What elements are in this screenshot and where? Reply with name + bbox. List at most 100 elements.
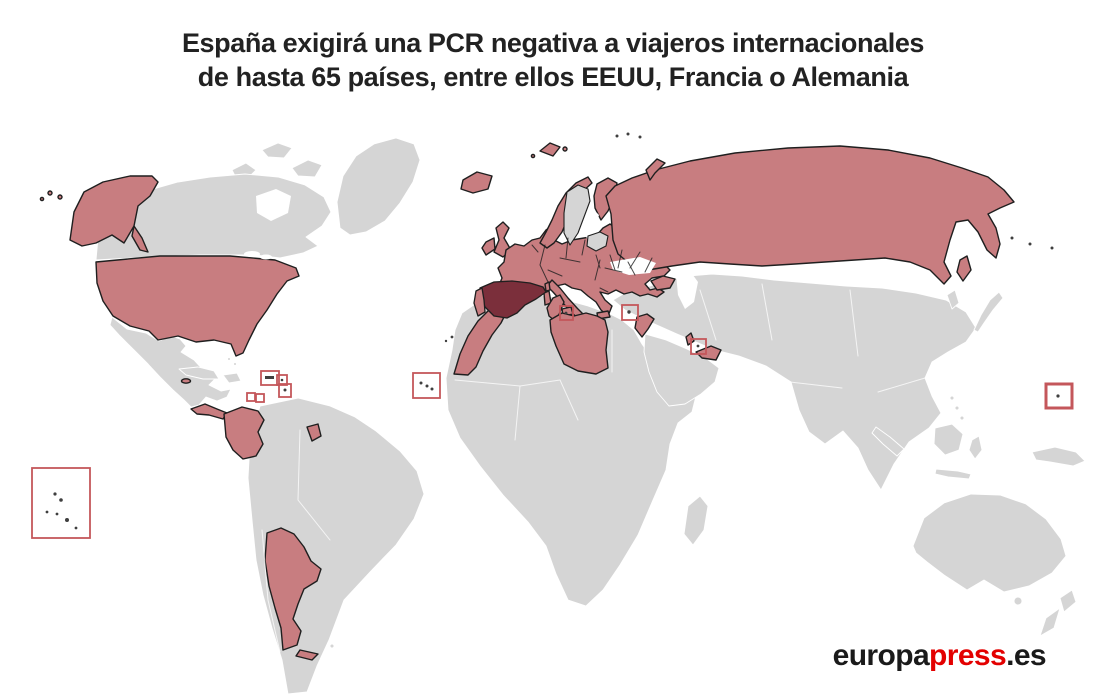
europe-internal-borders bbox=[531, 237, 653, 293]
island-dot bbox=[55, 512, 59, 516]
island-dot bbox=[696, 344, 700, 348]
gray-landmasses bbox=[95, 137, 1086, 695]
region-svalbard bbox=[539, 142, 561, 157]
region-portugal bbox=[473, 287, 486, 317]
gray-europe-countries bbox=[563, 184, 609, 252]
island-dot bbox=[959, 415, 965, 421]
region-cuba bbox=[178, 366, 220, 380]
inset-box-cyprus bbox=[621, 304, 639, 321]
region-iceland bbox=[460, 171, 493, 194]
hudson-bay bbox=[256, 189, 291, 221]
inset-box-west-pacific bbox=[1044, 382, 1074, 410]
region-tierra-del-fuego bbox=[295, 649, 319, 661]
gray-internal-borders bbox=[261, 283, 926, 653]
baltic-sea bbox=[583, 206, 599, 239]
tiny-islands bbox=[45, 132, 1060, 530]
europapress-logo: europapress.es bbox=[832, 639, 1047, 673]
island-dot bbox=[1010, 236, 1014, 240]
island-dot bbox=[280, 378, 284, 382]
island-dot bbox=[615, 134, 619, 138]
inset-boxes bbox=[31, 304, 1074, 539]
region-french-guiana bbox=[306, 423, 322, 442]
island-dot bbox=[954, 405, 960, 411]
island-dot bbox=[425, 384, 429, 388]
region-korea bbox=[946, 289, 960, 310]
logo-part-europa: europa bbox=[832, 639, 930, 672]
island-dot bbox=[419, 381, 423, 385]
inset-box-pacific-polynesia bbox=[31, 467, 91, 539]
island-dot bbox=[65, 518, 69, 522]
island-dot bbox=[430, 387, 434, 391]
region-madagascar bbox=[683, 495, 709, 546]
region-japan bbox=[973, 291, 1004, 333]
island-dot bbox=[949, 395, 955, 401]
logo-part-es: .es bbox=[1006, 639, 1047, 672]
island-dot bbox=[47, 190, 53, 196]
inset-box-curacao bbox=[255, 393, 265, 403]
inset-box-antilles-2 bbox=[278, 383, 292, 398]
title-line-2: de hasta 65 países, entre ellos EEUU, Fr… bbox=[197, 62, 909, 92]
inset-box-canary-islands bbox=[412, 372, 441, 399]
island-dot bbox=[233, 362, 237, 366]
island-dot bbox=[45, 510, 49, 514]
great-lakes bbox=[244, 251, 260, 257]
region-sulawesi bbox=[968, 435, 983, 460]
island-dot bbox=[626, 132, 630, 136]
inset-box-aruba bbox=[246, 392, 256, 402]
island-dot bbox=[450, 335, 454, 339]
region-belarus bbox=[586, 231, 609, 252]
region-spain bbox=[479, 280, 547, 319]
island-dot bbox=[564, 311, 568, 315]
title-line-1: España exigirá una PCR negativa a viajer… bbox=[181, 28, 925, 58]
region-argentina bbox=[264, 527, 322, 651]
region-usa bbox=[95, 255, 300, 357]
island-dot bbox=[59, 498, 63, 502]
island-dot bbox=[57, 194, 63, 200]
great-lakes bbox=[260, 254, 272, 260]
island-dot bbox=[39, 196, 45, 202]
inset-box-bahrain bbox=[690, 338, 707, 355]
caspian-sea bbox=[676, 271, 698, 309]
island-dot bbox=[1028, 242, 1032, 246]
region-qatar bbox=[685, 332, 695, 346]
inset-box-antilles-1 bbox=[276, 374, 288, 386]
region-uae bbox=[695, 345, 722, 361]
region-finland bbox=[593, 177, 618, 221]
region-new-zealand bbox=[1039, 607, 1061, 637]
logo-part-press: press bbox=[929, 639, 1007, 672]
required-countries bbox=[39, 142, 1015, 661]
island-dot bbox=[283, 388, 287, 392]
region-canada-arctic-island bbox=[291, 159, 323, 178]
region-caucasus bbox=[650, 275, 676, 291]
island-dot bbox=[1050, 246, 1054, 250]
region-new-zealand bbox=[1059, 589, 1077, 613]
island-dot bbox=[74, 526, 78, 530]
region-ireland bbox=[481, 237, 496, 256]
region-colombia bbox=[223, 406, 265, 460]
region-russia bbox=[605, 145, 1015, 285]
region-sweden bbox=[563, 184, 591, 246]
island-dot bbox=[562, 146, 568, 152]
island-dot bbox=[627, 310, 631, 314]
island-dot bbox=[227, 357, 231, 361]
region-sumatra bbox=[871, 426, 905, 457]
island-dot bbox=[530, 153, 536, 159]
region-corsica bbox=[544, 281, 551, 292]
island-dot bbox=[444, 339, 448, 343]
inset-box-puerto-rico bbox=[260, 370, 280, 386]
region-libya bbox=[549, 312, 609, 375]
region-arabian-peninsula bbox=[643, 333, 720, 407]
island-dot bbox=[265, 376, 274, 379]
black-sea bbox=[610, 257, 656, 275]
region-costa-rica-panama bbox=[190, 403, 228, 420]
inset-box-malta bbox=[559, 305, 574, 321]
iberian-peninsula bbox=[473, 280, 547, 319]
region-borneo bbox=[933, 423, 964, 456]
region-sakhalin bbox=[956, 255, 972, 282]
region-tunisia bbox=[546, 294, 565, 323]
region-hispaniola bbox=[222, 372, 242, 384]
island-dot bbox=[329, 643, 335, 649]
island-dot bbox=[1056, 394, 1060, 398]
region-greenland bbox=[336, 137, 421, 236]
